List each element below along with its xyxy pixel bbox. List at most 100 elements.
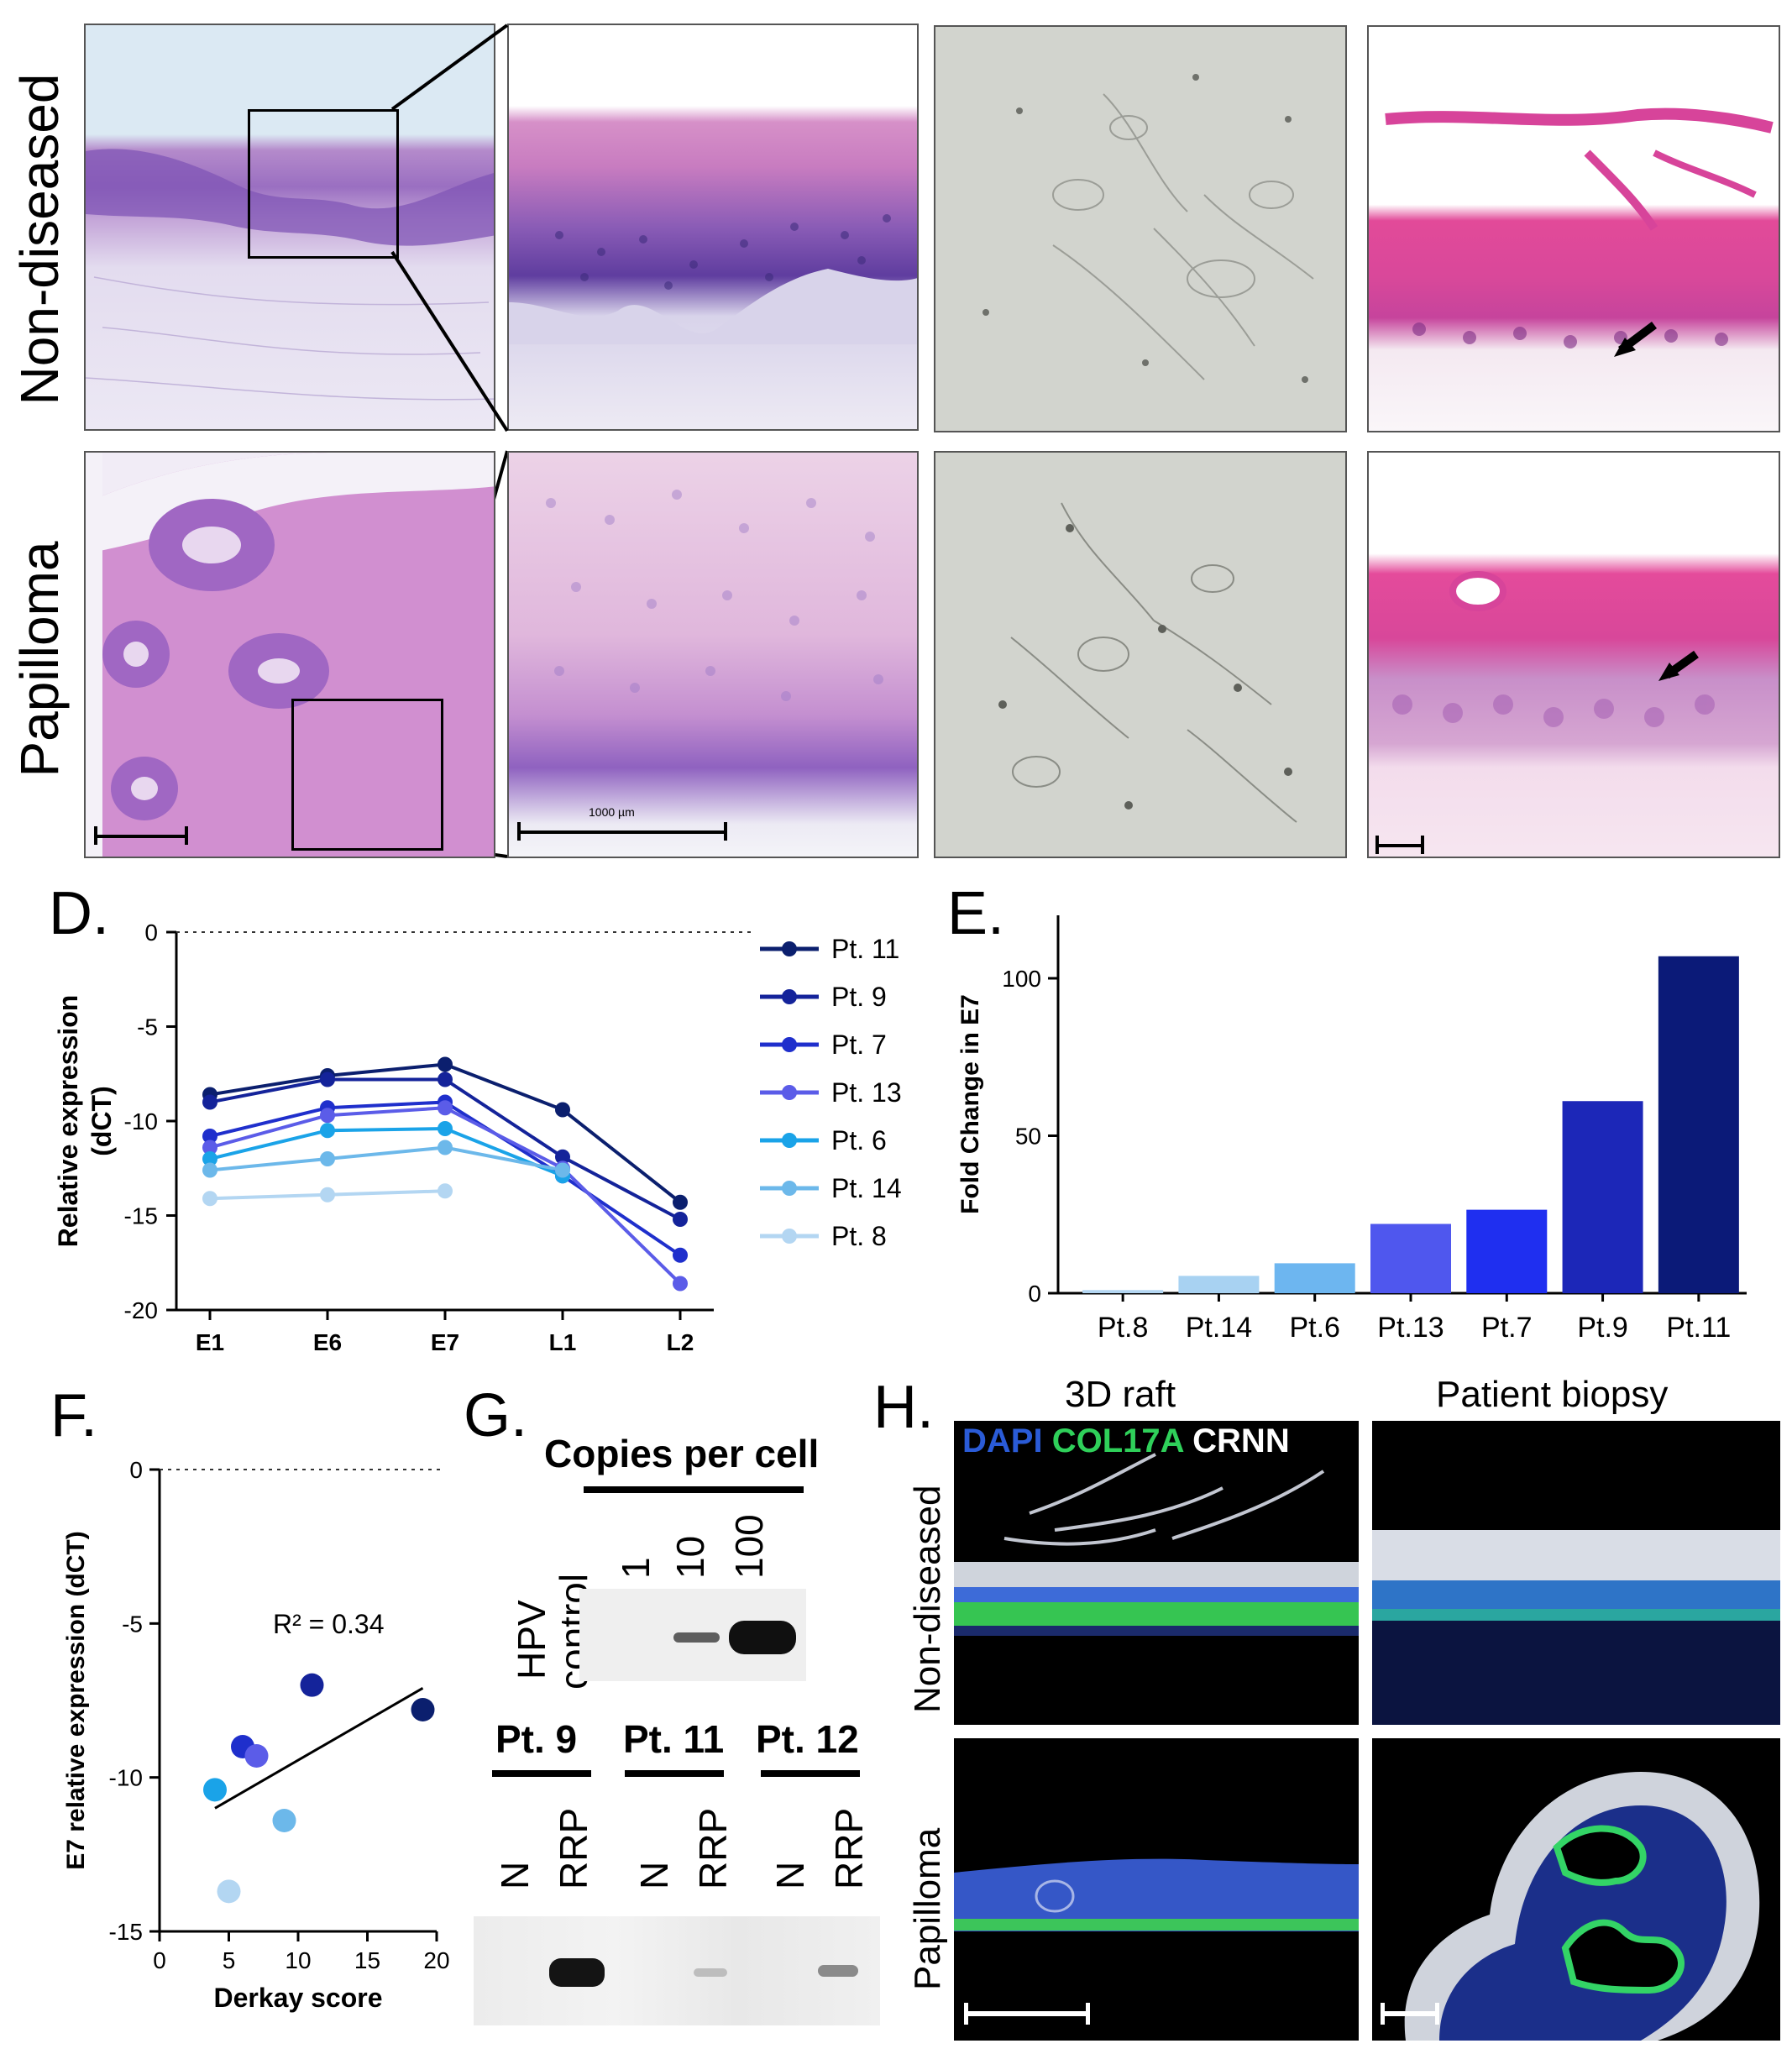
column-label-patient-biopsy: Patient biopsy — [1436, 1374, 1669, 1415]
he-low-mag-papilloma — [84, 451, 495, 858]
data-point — [320, 1072, 335, 1087]
scatter-point — [300, 1673, 324, 1697]
scatter-point — [244, 1744, 269, 1768]
legend-label: Pt. 14 — [831, 1173, 902, 1203]
data-point — [438, 1072, 453, 1087]
x-tick-label: Pt.8 — [1098, 1312, 1148, 1344]
y-tick-label: 50 — [1015, 1124, 1041, 1150]
lane-label-rrp-pt9: RRP — [552, 1807, 595, 1889]
scale-bar-tick-right — [1086, 2003, 1090, 2025]
data-point — [673, 1212, 688, 1227]
x-axis-label: Derkay score — [213, 1983, 382, 2013]
data-point — [555, 1149, 570, 1165]
bar-pt13 — [1370, 1223, 1451, 1293]
legend-marker — [782, 1181, 797, 1196]
legend-marker — [782, 1229, 797, 1244]
x-tick-label: L2 — [667, 1329, 694, 1355]
data-point — [438, 1140, 453, 1155]
data-point — [320, 1187, 335, 1203]
if-raft-papilloma — [954, 1738, 1359, 2041]
stain-label-dapi: DAPI — [962, 1423, 1043, 1459]
x-tick-label: E7 — [431, 1329, 459, 1355]
scale-bar-tick-right — [1435, 2003, 1439, 2025]
he-low-mag-non-diseased — [84, 24, 495, 431]
column-label-3d-raft: 3D raft — [1065, 1374, 1176, 1415]
panel-label-g: G. — [464, 1382, 528, 1449]
if-biopsy-non-diseased — [1372, 1421, 1780, 1725]
data-point — [673, 1276, 688, 1292]
scale-bar-tick-right — [1421, 836, 1424, 854]
bar-pt9 — [1562, 1101, 1643, 1293]
y-tick-label: -10 — [124, 1108, 158, 1134]
data-point — [555, 1162, 570, 1178]
x-tick-label: E6 — [313, 1329, 342, 1355]
y-tick-label: -5 — [122, 1611, 143, 1637]
lane-label-n-pt11: N — [632, 1861, 676, 1889]
patient-underline-pt11 — [625, 1770, 724, 1777]
scatter-point — [272, 1809, 296, 1832]
scale-bar-label: 1000 µm — [589, 805, 635, 819]
he-high-mag-papilloma: 1000 µm — [507, 451, 919, 858]
bar-pt14 — [1178, 1276, 1260, 1293]
lane-label-n-pt12: N — [768, 1861, 812, 1889]
row-label-h-non-diseased: Non-diseased — [907, 1485, 948, 1714]
data-point — [320, 1151, 335, 1166]
legend-label: Pt. 7 — [831, 1030, 887, 1060]
raft-he-non-diseased — [1367, 25, 1780, 432]
data-point — [438, 1121, 453, 1136]
stain-label-col17a: COL17A — [1051, 1423, 1184, 1459]
patient-label-pt9: Pt. 9 — [495, 1717, 578, 1761]
he-high-mag-non-diseased — [507, 24, 919, 431]
x-tick-label: Pt.7 — [1481, 1312, 1532, 1344]
data-point — [202, 1191, 217, 1207]
scatter-derkay-vs-e7: 0 -5 -10 -15 0 5 10 15 20 Derkay score E7 relative… — [62, 1457, 450, 2013]
legend-label: Pt. 13 — [831, 1077, 902, 1108]
scale-bar-tick-left — [1375, 836, 1379, 854]
scale-bar-tick-left — [94, 826, 97, 845]
legend-marker — [782, 1085, 797, 1100]
y-axis-label: E7 relative expression (dCT) — [62, 1531, 90, 1869]
y-tick-label: -15 — [124, 1203, 158, 1229]
patient-blot — [474, 1916, 880, 2025]
y-axis-label: Relative expression (dCT) — [53, 995, 117, 1248]
legend-marker — [782, 989, 797, 1004]
x-tick-label: 10 — [285, 1947, 311, 1973]
data-point — [320, 1123, 335, 1139]
legend-marker — [782, 1037, 797, 1052]
scatter-point — [203, 1778, 227, 1802]
bar-pt7 — [1466, 1209, 1548, 1293]
scale-bar-tick-left — [964, 2003, 968, 2025]
if-raft-non-diseased: DAPI COL17A CRNN — [954, 1421, 1359, 1725]
y-tick-label: -20 — [124, 1297, 158, 1323]
regression-line — [214, 1687, 424, 1810]
y-tick-label: 0 — [129, 1457, 143, 1483]
row-label-non-diseased: Non-diseased — [9, 73, 70, 406]
lane-label-n-pt9: N — [493, 1861, 537, 1889]
lane-label-rrp-pt11: RRP — [691, 1807, 735, 1889]
scale-bar — [1375, 844, 1424, 847]
bar-chart-fold-change-e7: 0 50 100 Fold Change in E7 Pt.8 Pt.14 Pt.6 Pt.1… — [956, 915, 1747, 1344]
if-biopsy-papilloma — [1372, 1738, 1780, 2041]
y-tick-label: 100 — [1002, 966, 1041, 992]
x-tick-label: Pt.11 — [1666, 1312, 1731, 1344]
zoom-box — [291, 699, 443, 851]
legend-marker — [782, 941, 797, 956]
legend-label: Pt. 8 — [831, 1221, 887, 1251]
patient-underline-pt12 — [761, 1770, 860, 1777]
patient-label-pt12: Pt. 12 — [756, 1717, 859, 1761]
bar-pt6 — [1274, 1263, 1355, 1293]
copies-underline — [584, 1486, 804, 1493]
x-tick-label: Pt.14 — [1186, 1312, 1252, 1344]
scale-bar-tick-left — [1381, 2003, 1385, 2025]
y-tick-label: -10 — [109, 1765, 143, 1791]
data-point — [673, 1194, 688, 1210]
x-tick-label: 0 — [153, 1947, 166, 1973]
panel-label-e: E. — [947, 880, 1005, 947]
data-point — [320, 1108, 335, 1124]
y-tick-label: -5 — [137, 1014, 158, 1040]
zoom-box — [248, 109, 399, 259]
scale-bar — [517, 831, 727, 834]
x-tick-label: E1 — [196, 1329, 224, 1355]
row-label-h-papilloma: Papilloma — [907, 1827, 948, 1990]
legend-label: Pt. 6 — [831, 1125, 887, 1155]
